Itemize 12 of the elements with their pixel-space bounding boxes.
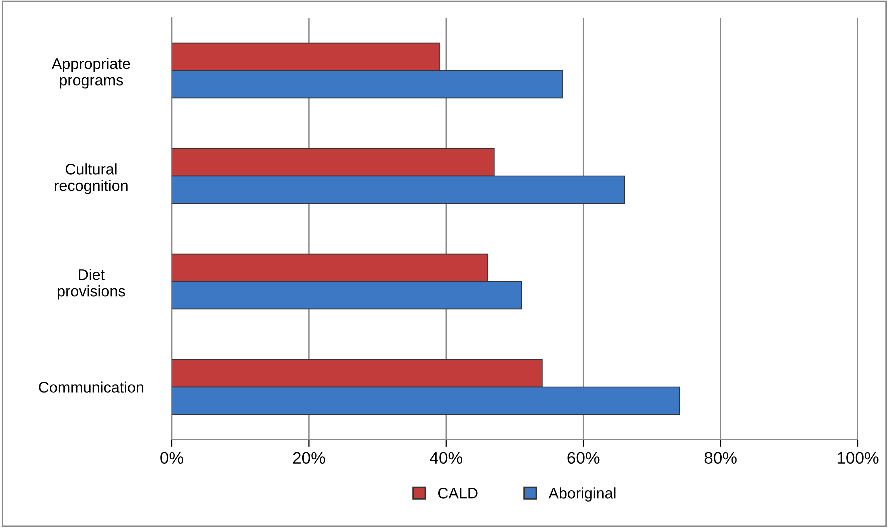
y-tick-label: Communication: [39, 382, 144, 393]
x-tick-label: 20%: [293, 452, 326, 464]
x-tick-label: 0%: [160, 452, 184, 464]
y-tick-label: Cultural recognition: [55, 164, 128, 194]
y-tick-label: Appropriate programs: [52, 58, 130, 89]
y-tick-label: Diet provisions: [58, 269, 126, 300]
legend-label: CALD: [438, 488, 478, 499]
legend-label: Aboriginal: [548, 488, 616, 502]
x-tick-label: 100%: [838, 452, 879, 464]
x-tick-label: 80%: [704, 452, 737, 464]
x-tick-label: 40%: [430, 452, 462, 464]
x-tick-label: 60%: [568, 452, 600, 464]
